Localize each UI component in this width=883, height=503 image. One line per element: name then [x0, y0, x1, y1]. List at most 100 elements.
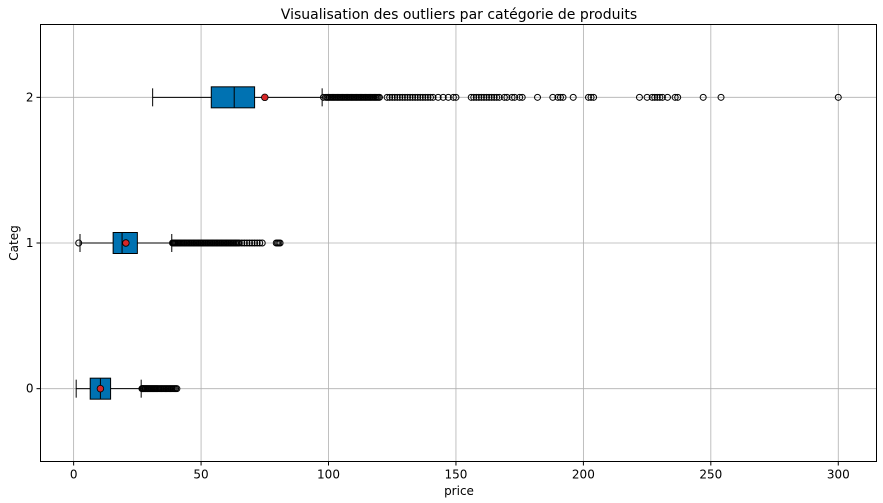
- outlier-point: [238, 239, 246, 247]
- outlier-point: [495, 93, 503, 101]
- outlier-point: [671, 93, 679, 101]
- outlier-point: [518, 93, 526, 101]
- mean-marker: [122, 239, 130, 247]
- y-tick-label: 1: [26, 236, 34, 250]
- x-tick-label: 100: [317, 468, 340, 482]
- outlier-point: [424, 93, 432, 101]
- outlier-point: [651, 93, 659, 101]
- outlier-point: [488, 93, 496, 101]
- outlier-point: [246, 239, 253, 247]
- outlier-point: [253, 239, 261, 247]
- outlier-point: [699, 93, 707, 101]
- outlier-point: [643, 93, 651, 101]
- outlier-point: [483, 93, 491, 101]
- outlier-point: [511, 93, 519, 101]
- outlier-point: [251, 239, 259, 247]
- outlier-point: [490, 93, 498, 101]
- outlier-point: [485, 93, 493, 101]
- outlier-point: [648, 93, 656, 101]
- outlier-point: [240, 239, 248, 247]
- outlier-point: [391, 93, 399, 101]
- outlier-point: [398, 93, 406, 101]
- outlier-point: [388, 93, 396, 101]
- outlier-point: [406, 93, 414, 101]
- box-category-2: [152, 86, 842, 109]
- outlier-point: [434, 93, 442, 101]
- outlier-point: [534, 93, 542, 101]
- box-category-1: [75, 232, 284, 254]
- outlier-point: [404, 93, 412, 101]
- outlier-point: [409, 93, 417, 101]
- outlier-point: [549, 93, 557, 101]
- outlier-point: [584, 93, 592, 101]
- outlier-point: [516, 93, 524, 101]
- outlier-point: [656, 93, 664, 101]
- x-tick-label: 150: [444, 468, 467, 482]
- outlier-point: [664, 93, 671, 101]
- outlier-point: [470, 93, 478, 101]
- outlier-point: [426, 93, 434, 101]
- outlier-point: [590, 93, 598, 101]
- x-tick-label: 50: [193, 468, 208, 482]
- outlier-point: [414, 93, 422, 101]
- x-tick-label: 300: [827, 468, 850, 482]
- box-series: [75, 86, 842, 400]
- outlier-point: [508, 93, 516, 101]
- outlier-point: [416, 93, 424, 101]
- outlier-point: [411, 93, 419, 101]
- outlier-point: [429, 93, 437, 101]
- outlier-point: [559, 93, 567, 101]
- outlier-point: [258, 239, 266, 247]
- outlier-point: [173, 385, 181, 393]
- outlier-point: [444, 93, 452, 101]
- x-tick-label: 200: [572, 468, 595, 482]
- outlier-point: [396, 93, 404, 101]
- box-category-0: [75, 377, 181, 400]
- y-axis-label: Categ: [7, 225, 21, 260]
- x-axis-ticks: 0 50 100 150 200 250 300: [70, 461, 850, 482]
- outlier-point: [834, 93, 842, 101]
- outlier-point: [472, 93, 480, 101]
- outlier-point: [419, 93, 427, 101]
- outlier-point: [500, 93, 508, 101]
- outlier-point: [467, 93, 475, 101]
- outlier-point: [248, 239, 256, 247]
- iqr-box: [210, 86, 256, 109]
- outlier-point: [556, 93, 564, 101]
- mean-marker: [96, 384, 105, 393]
- mean-marker: [261, 93, 269, 102]
- outlier-point: [421, 93, 429, 101]
- chart-title: Visualisation des outliers par catégorie…: [281, 7, 637, 23]
- y-tick-label: 0: [26, 382, 34, 396]
- outlier-point: [449, 93, 457, 101]
- outlier-point: [276, 239, 284, 247]
- y-tick-label: 2: [26, 90, 34, 104]
- outlier-point: [658, 93, 666, 101]
- outlier-point: [243, 239, 251, 247]
- outlier-point: [554, 93, 562, 101]
- outlier-point: [393, 93, 401, 101]
- outlier-point: [256, 239, 264, 247]
- outlier-point: [493, 93, 501, 101]
- outlier-point: [383, 93, 391, 101]
- outlier-point: [653, 93, 661, 101]
- x-tick-label: 250: [699, 468, 722, 482]
- outlier-point: [75, 239, 83, 247]
- outlier-point: [401, 93, 409, 101]
- outlier-point: [587, 93, 595, 101]
- outlier-point: [480, 93, 488, 101]
- outlier-point: [635, 93, 643, 101]
- outlier-point: [386, 93, 394, 101]
- outlier-point: [477, 93, 485, 101]
- outlier-point: [475, 93, 483, 101]
- outlier-point: [452, 93, 460, 101]
- y-axis-ticks: 0 1 2: [26, 90, 41, 396]
- x-axis-label: price: [444, 484, 474, 498]
- outlier-point: [717, 93, 725, 101]
- outlier-point: [235, 239, 243, 247]
- x-tick-label: 0: [70, 468, 78, 482]
- outlier-point: [503, 93, 511, 101]
- outlier-point: [569, 93, 577, 101]
- outlier-point: [439, 93, 447, 101]
